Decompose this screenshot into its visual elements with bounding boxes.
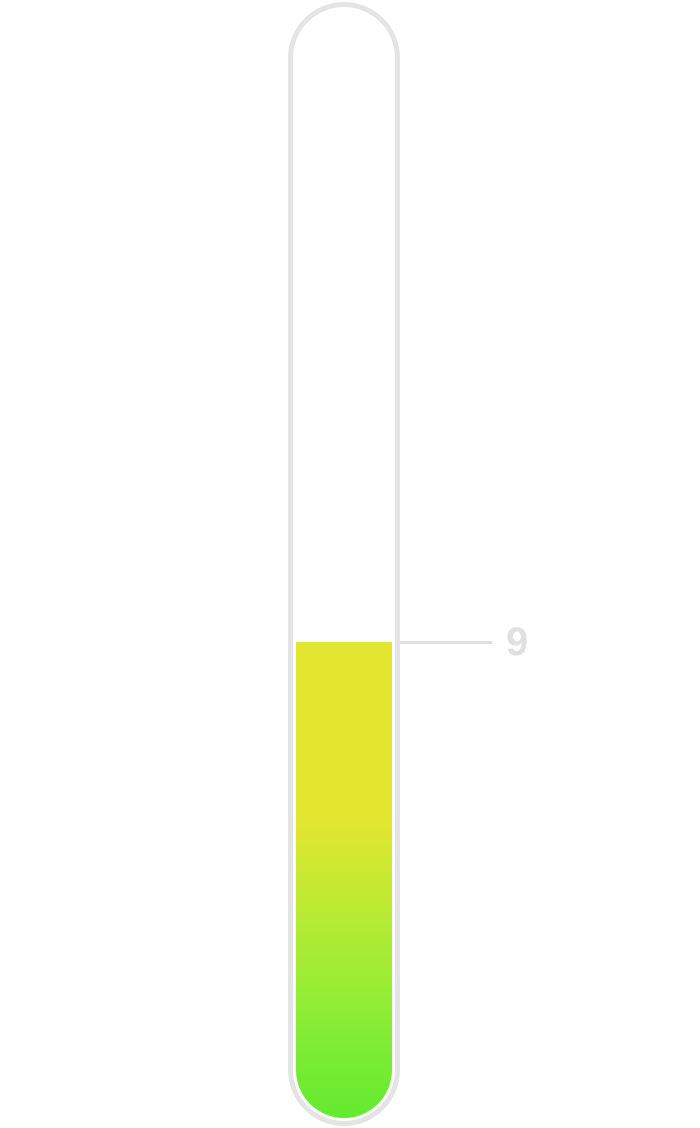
level-tube [288,2,400,1126]
tube-interior [296,10,392,1118]
level-fill [296,642,392,1118]
level-value-label: 9 [506,620,529,664]
level-marker-line [400,641,492,644]
